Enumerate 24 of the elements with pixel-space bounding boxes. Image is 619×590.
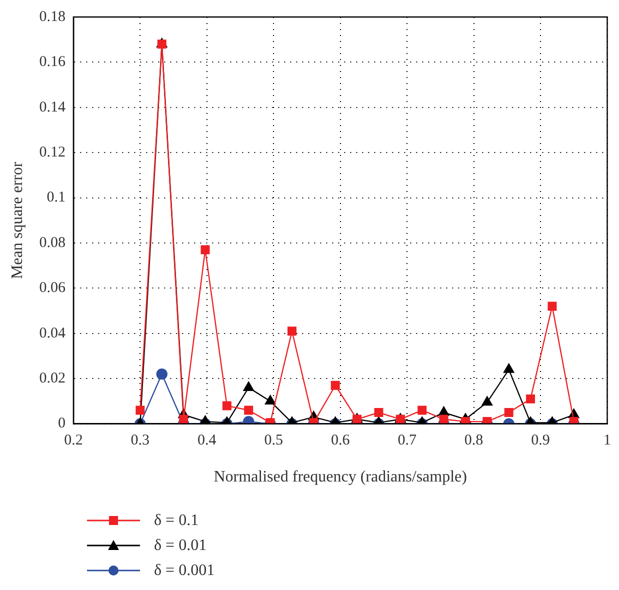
y-tick-label: 0.06 — [39, 280, 66, 296]
y-tick-label: 0 — [58, 416, 66, 432]
legend-label: δ = 0.01 — [154, 536, 207, 554]
x-tick-label: 0.8 — [464, 432, 484, 449]
x-tick-label: 0.2 — [64, 432, 83, 449]
x-tick-label: 0.4 — [198, 432, 217, 449]
y-axis-title: Mean square error — [8, 161, 26, 280]
y-tick-label: 0.08 — [39, 234, 66, 251]
y-tick-label: 0.18 — [39, 8, 66, 25]
legend-label: δ = 0.1 — [154, 512, 199, 530]
x-tick-label: 1 — [604, 432, 611, 449]
x-tick-label: 0.3 — [130, 432, 150, 449]
y-tick-label: 0.16 — [39, 54, 66, 70]
legend-label: δ = 0.001 — [154, 562, 215, 580]
x-tick-label: 0.5 — [264, 432, 283, 449]
y-tick-label: 0.1 — [46, 190, 66, 206]
y-tick-label: 0.12 — [39, 144, 66, 161]
x-tick-label: 0.6 — [330, 432, 350, 449]
x-tick-label: 0.9 — [531, 432, 550, 449]
y-tick-label: 0.14 — [39, 99, 66, 116]
x-tick-label: 0.7 — [398, 432, 417, 449]
x-axis-title: Normalised frequency (radians/sample) — [214, 468, 467, 486]
y-tick-label: 0.02 — [39, 370, 66, 387]
y-tick-label: 0.04 — [39, 325, 66, 342]
